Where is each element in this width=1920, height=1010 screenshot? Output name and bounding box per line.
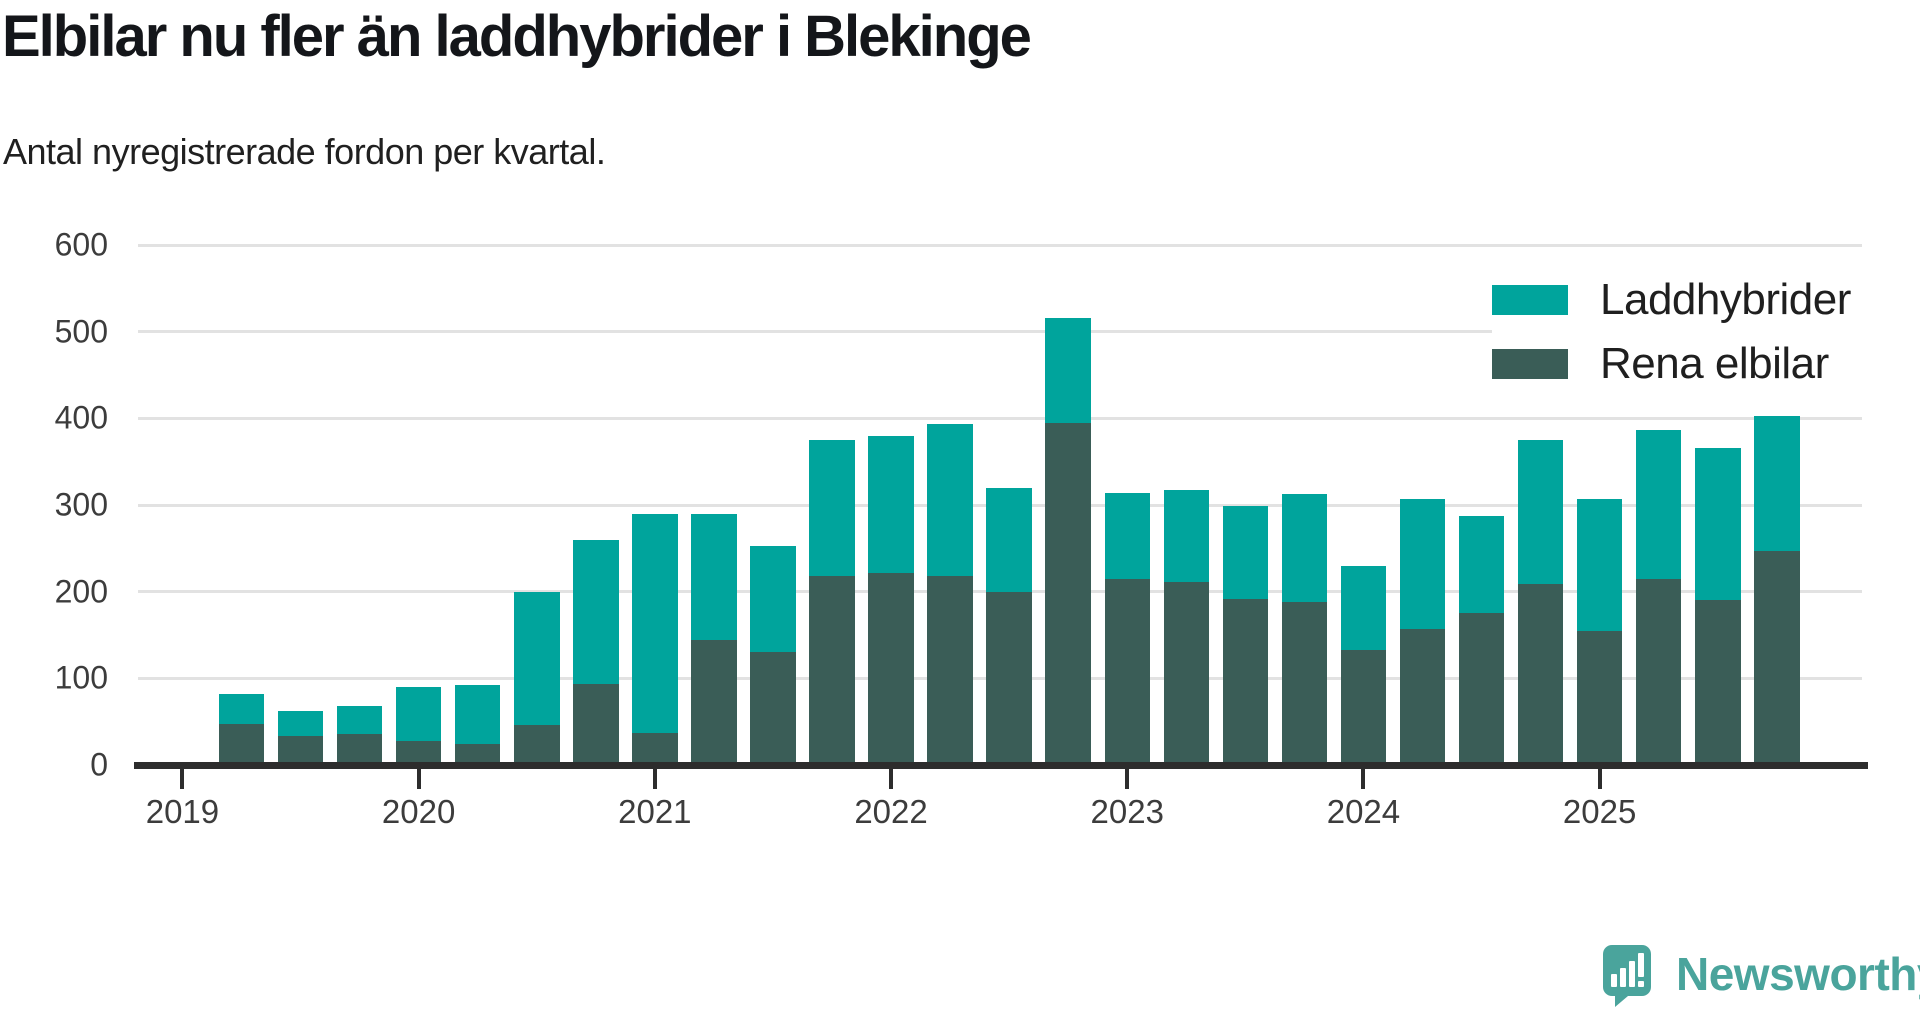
x-axis-tick [1125, 769, 1130, 789]
y-axis-tick-label: 400 [54, 399, 108, 436]
bar-segment-laddhybrider [1576, 498, 1623, 631]
bar-segment-laddhybrider [750, 545, 796, 653]
legend-item-laddhybrider: Laddhybrider [1492, 275, 1851, 325]
bar-segment-rena-elbilar [632, 732, 678, 765]
bar-segment-rena-elbilar [1517, 583, 1564, 765]
bar-segment-laddhybrider [395, 687, 442, 741]
bar-segment-laddhybrider [218, 693, 265, 725]
bar-segment-laddhybrider [1104, 492, 1150, 579]
bar-segment-laddhybrider [691, 513, 737, 641]
bar-segment-rena-elbilar [868, 572, 914, 765]
bar-segment-rena-elbilar [514, 725, 560, 765]
bar-segment-rena-elbilar [927, 576, 973, 765]
bar-segment-laddhybrider [1281, 493, 1328, 603]
bar-segment-rena-elbilar [1222, 599, 1269, 765]
y-axis-tick-label: 600 [54, 226, 108, 263]
bar-segment-laddhybrider [986, 487, 1032, 592]
legend-label: Laddhybrider [1600, 275, 1851, 324]
newsworthy-logo-text: Newsworthy [1676, 948, 1920, 1000]
bar-segment-laddhybrider [573, 539, 619, 684]
bar-segment-laddhybrider [1045, 317, 1091, 423]
x-axis-tick-label: 2024 [1326, 793, 1401, 830]
bar-segment-rena-elbilar [395, 740, 442, 765]
x-axis-tick-label: 2020 [381, 793, 456, 830]
newsworthy-branding: Newsworthy [1602, 944, 1920, 1008]
x-axis-tick [889, 769, 894, 789]
bar-segment-laddhybrider [514, 591, 560, 726]
bar-segment-rena-elbilar [1163, 582, 1210, 765]
chart-subtitle: Antal nyregistrerade fordon per kvartal. [3, 131, 606, 172]
legend-item-rena-elbilar: Rena elbilar [1492, 339, 1851, 389]
bar-segment-laddhybrider [1340, 565, 1387, 650]
gridline-600 [138, 243, 1862, 247]
x-axis-tick [180, 769, 185, 789]
newsworthy-logo-icon [1603, 945, 1651, 1007]
bar-segment-rena-elbilar [1045, 422, 1091, 765]
bar-segment-rena-elbilar [1635, 578, 1682, 765]
bar-segment-laddhybrider [1163, 490, 1210, 583]
bar-segment-laddhybrider [632, 513, 678, 733]
x-axis-tick [1361, 769, 1366, 789]
y-axis-tick-label: 0 [90, 746, 108, 783]
y-axis-tick-label: 100 [54, 659, 108, 696]
bar-segment-laddhybrider [1695, 447, 1741, 601]
y-axis-tick-label: 200 [54, 573, 108, 610]
legend-swatch-laddhybrider [1492, 285, 1568, 315]
bar-segment-laddhybrider [336, 706, 383, 734]
bar-segment-laddhybrider [1754, 415, 1800, 551]
bar-segment-laddhybrider [1517, 440, 1564, 584]
bar-segment-rena-elbilar [454, 744, 501, 765]
bar-segment-laddhybrider [454, 685, 501, 745]
x-axis-tick-label: 2023 [1090, 793, 1164, 830]
bar-segment-rena-elbilar [1104, 578, 1150, 765]
bar-segment-rena-elbilar [691, 640, 737, 765]
chart-title: Elbilar nu fler än laddhybrider i Blekin… [2, 4, 1032, 69]
bar-segment-laddhybrider [1635, 430, 1682, 579]
bar-segment-rena-elbilar [573, 683, 619, 765]
bar-segment-laddhybrider [1222, 505, 1269, 600]
bar-segment-laddhybrider [809, 440, 855, 577]
bar-segment-rena-elbilar [218, 724, 265, 765]
bar-segment-rena-elbilar [809, 576, 855, 765]
bar-segment-rena-elbilar [1695, 600, 1741, 765]
x-axis-line [134, 762, 1868, 769]
bar-segment-laddhybrider [1458, 516, 1505, 614]
bar-segment-laddhybrider [868, 435, 914, 573]
legend-swatch-rena-elbilar [1492, 349, 1568, 379]
gridline-400 [138, 416, 1862, 420]
bar-segment-rena-elbilar [1754, 550, 1800, 765]
x-axis-tick-label: 2021 [618, 793, 692, 830]
x-axis-tick [416, 769, 421, 789]
bar-segment-rena-elbilar [336, 733, 383, 765]
x-axis-tick [652, 769, 657, 789]
x-axis-tick-label: 2022 [854, 793, 928, 830]
y-axis-tick-label: 300 [54, 486, 108, 523]
x-axis-tick-label: 2025 [1562, 793, 1637, 830]
y-axis-tick-label: 500 [54, 313, 108, 350]
gridline-500 [138, 330, 1862, 334]
bar-segment-laddhybrider [927, 423, 973, 577]
bar-segment-rena-elbilar [1281, 602, 1328, 765]
x-axis-tick [1597, 769, 1602, 789]
bar-segment-rena-elbilar [986, 591, 1032, 765]
bar-segment-rena-elbilar [1458, 613, 1505, 765]
bar-segment-laddhybrider [1399, 498, 1446, 629]
bar-segment-rena-elbilar [1399, 628, 1446, 765]
bar-segment-rena-elbilar [1340, 649, 1387, 765]
legend-label: Rena elbilar [1600, 339, 1829, 388]
bar-segment-rena-elbilar [1576, 630, 1623, 765]
bar-segment-rena-elbilar [277, 735, 324, 765]
x-axis-tick-label: 2019 [145, 793, 220, 830]
bar-segment-laddhybrider [277, 711, 324, 736]
bar-segment-rena-elbilar [750, 652, 796, 765]
legend: Laddhybrider Rena elbilar [1492, 271, 1871, 397]
